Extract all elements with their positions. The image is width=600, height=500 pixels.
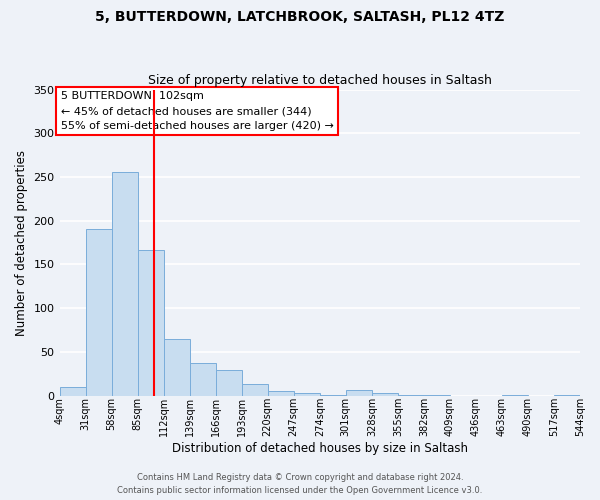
Bar bbox=[215, 370, 242, 396]
Bar bbox=[242, 384, 268, 396]
Bar bbox=[59, 387, 86, 396]
Bar bbox=[112, 172, 137, 396]
Bar bbox=[554, 395, 580, 396]
X-axis label: Distribution of detached houses by size in Saltash: Distribution of detached houses by size … bbox=[172, 442, 468, 455]
Text: Contains HM Land Registry data © Crown copyright and database right 2024.
Contai: Contains HM Land Registry data © Crown c… bbox=[118, 474, 482, 495]
Text: 5 BUTTERDOWN: 102sqm
← 45% of detached houses are smaller (344)
55% of semi-deta: 5 BUTTERDOWN: 102sqm ← 45% of detached h… bbox=[61, 92, 334, 131]
Bar bbox=[372, 393, 398, 396]
Bar bbox=[502, 395, 528, 396]
Bar bbox=[294, 393, 320, 396]
Bar bbox=[86, 228, 112, 396]
Y-axis label: Number of detached properties: Number of detached properties bbox=[15, 150, 28, 336]
Title: Size of property relative to detached houses in Saltash: Size of property relative to detached ho… bbox=[148, 74, 492, 87]
Bar bbox=[164, 339, 190, 396]
Bar bbox=[346, 390, 372, 396]
Bar bbox=[424, 395, 450, 396]
Text: 5, BUTTERDOWN, LATCHBROOK, SALTASH, PL12 4TZ: 5, BUTTERDOWN, LATCHBROOK, SALTASH, PL12… bbox=[95, 10, 505, 24]
Bar bbox=[137, 250, 164, 396]
Bar bbox=[320, 395, 346, 396]
Bar bbox=[398, 395, 424, 396]
Bar bbox=[190, 364, 215, 396]
Bar bbox=[268, 392, 294, 396]
